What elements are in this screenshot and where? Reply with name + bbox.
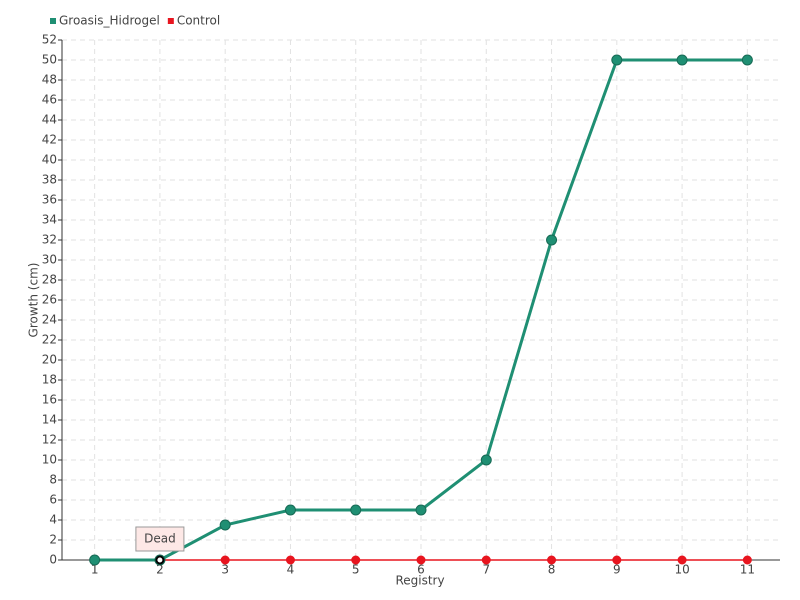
- data-point: [220, 555, 230, 565]
- data-point: [676, 54, 688, 66]
- y-tick-label: 10: [42, 453, 57, 467]
- data-point: [416, 555, 426, 565]
- y-tick-label: 20: [42, 353, 57, 367]
- y-tick-label: 44: [42, 113, 57, 127]
- data-point: [741, 54, 753, 66]
- x-tick-label: 11: [740, 563, 755, 577]
- x-tick-label: 9: [613, 563, 621, 577]
- y-tick-label: 36: [42, 193, 57, 207]
- x-tick-label: 7: [482, 563, 490, 577]
- y-tick-label: 18: [42, 373, 57, 387]
- y-axis-label: Growth (cm): [27, 263, 41, 338]
- data-point: [481, 555, 491, 565]
- data-point: [611, 54, 623, 66]
- annotation-text: Dead: [144, 532, 176, 546]
- data-point: [351, 555, 361, 565]
- y-tick-label: 46: [42, 93, 57, 107]
- data-point: [547, 555, 557, 565]
- legend-swatch: [167, 18, 174, 24]
- x-tick-label: 8: [548, 563, 556, 577]
- y-tick-label: 38: [42, 173, 57, 187]
- data-point: [546, 234, 558, 246]
- y-tick-label: 32: [42, 233, 57, 247]
- data-point: [89, 554, 101, 566]
- x-tick-label: 4: [287, 563, 295, 577]
- data-point: [285, 555, 295, 565]
- x-tick-label: 5: [352, 563, 360, 577]
- x-tick-label: 2: [156, 563, 164, 577]
- y-tick-label: 50: [42, 53, 57, 67]
- legend-label: Control: [177, 14, 220, 28]
- y-tick-label: 16: [42, 393, 57, 407]
- y-tick-label: 28: [42, 273, 57, 287]
- annotation-marker: [155, 555, 165, 565]
- y-tick-label: 42: [42, 133, 57, 147]
- x-tick-label: 1: [91, 563, 99, 577]
- y-tick-label: 2: [49, 533, 57, 547]
- y-tick-label: 14: [42, 413, 57, 427]
- y-tick-label: 12: [42, 433, 57, 447]
- y-tick-label: 48: [42, 73, 57, 87]
- x-tick-label: 3: [221, 563, 229, 577]
- x-axis-label: Registry: [395, 574, 444, 588]
- legend-swatch: [50, 18, 56, 24]
- y-tick-label: 4: [49, 513, 57, 527]
- data-point: [677, 555, 687, 565]
- annotation-box: [135, 526, 185, 552]
- data-point: [284, 504, 296, 516]
- legend-label: Groasis_Hidrogel: [59, 14, 160, 28]
- y-tick-label: 52: [42, 33, 57, 47]
- y-tick-label: 22: [42, 333, 57, 347]
- data-point: [219, 519, 231, 531]
- y-tick-label: 6: [49, 493, 57, 507]
- data-point: [350, 504, 362, 516]
- data-point: [415, 504, 427, 516]
- data-point: [742, 555, 752, 565]
- x-tick-label: 10: [674, 563, 689, 577]
- y-tick-label: 0: [49, 553, 57, 567]
- data-point: [612, 555, 622, 565]
- y-tick-label: 40: [42, 153, 57, 167]
- y-tick-label: 30: [42, 253, 57, 267]
- y-tick-label: 24: [42, 313, 57, 327]
- x-tick-label: 6: [417, 563, 425, 577]
- y-tick-label: 8: [49, 473, 57, 487]
- data-point: [480, 454, 492, 466]
- y-tick-label: 26: [42, 293, 57, 307]
- y-tick-label: 34: [42, 213, 57, 227]
